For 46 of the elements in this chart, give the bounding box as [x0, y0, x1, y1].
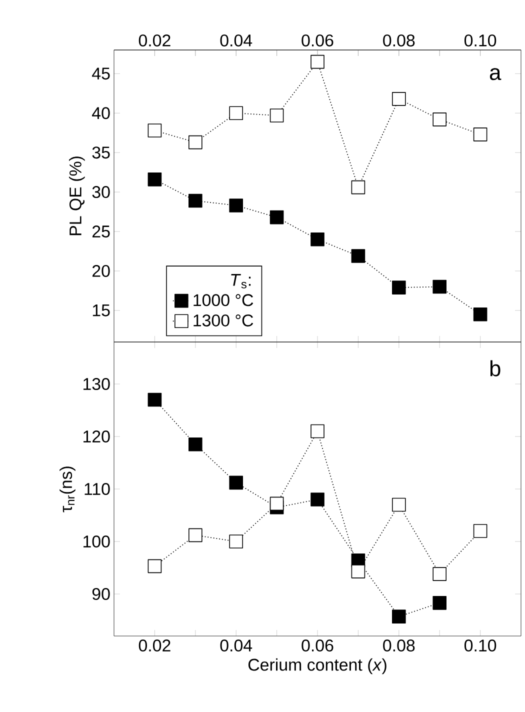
x-tick-label: 0.06 [302, 640, 334, 652]
point [270, 210, 284, 224]
point [351, 249, 366, 263]
y-tick-label: 90 [92, 588, 110, 600]
y-tick-label: 130 [84, 378, 110, 390]
legend-label: 1300 °C [194, 314, 254, 326]
y-axis-title: PL QE (%) [69, 156, 85, 236]
point [148, 172, 162, 186]
annotation: b [490, 360, 500, 376]
annotation: a [490, 68, 502, 80]
y-tick-label: 35 [92, 146, 110, 159]
point [392, 280, 406, 294]
point [310, 232, 324, 246]
point [229, 198, 243, 212]
x-axis-title: Cerium content (x) [248, 658, 386, 674]
y-tick-label: 100 [84, 536, 110, 548]
x-tick-label: 0.02 [138, 640, 170, 652]
x-tick-label: 0.02 [138, 34, 170, 46]
y-tick-label: 15 [92, 304, 110, 316]
y-tick-label: 25 [92, 226, 110, 238]
point [148, 392, 162, 407]
x-tick-label: 0.04 [220, 34, 252, 46]
point [392, 610, 406, 624]
y-tick-label: 40 [92, 107, 110, 120]
y-tick-label: 30 [92, 186, 110, 198]
point [310, 492, 324, 506]
point [432, 280, 447, 294]
y-tick-label: 20 [92, 264, 110, 277]
point [229, 476, 243, 490]
point [188, 194, 202, 208]
y-tick-label: 45 [92, 68, 110, 80]
point [432, 596, 447, 610]
point [473, 307, 488, 322]
point [188, 437, 202, 452]
y-tick-label: 120 [84, 430, 110, 442]
legend-label: 1000 °C [194, 294, 254, 306]
x-tick-label: 0.04 [220, 640, 252, 652]
x-tick-label: 0.10 [464, 640, 496, 652]
legend-title: T$_{s}$: [231, 274, 251, 288]
x-tick-label: 0.08 [383, 640, 415, 652]
x-tick-label: 0.10 [464, 34, 496, 46]
point [270, 496, 284, 511]
y-axis-title: τ$_{nr}$(ns) [60, 466, 76, 512]
y-tick-label: 110 [84, 483, 110, 495]
x-tick-label: 0.08 [383, 34, 415, 46]
x-tick-label: 0.06 [302, 34, 334, 46]
